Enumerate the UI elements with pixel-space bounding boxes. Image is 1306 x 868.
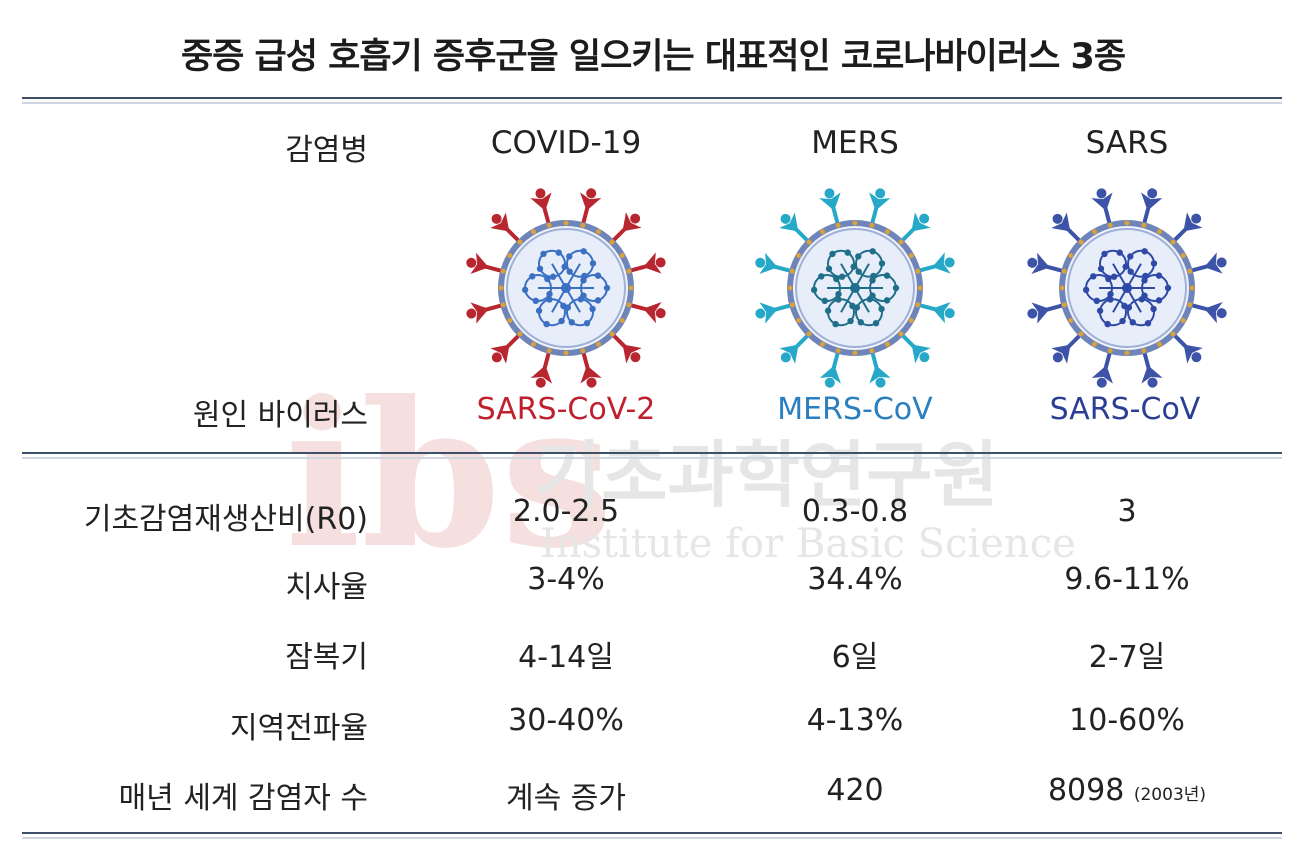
fatality-covid19: 3-4% — [527, 562, 605, 597]
cases-sars-value: 8098 — [1047, 773, 1125, 808]
disease-covid19: COVID-19 — [490, 125, 642, 161]
row-label-incubation: 잠복기 — [285, 640, 368, 675]
cases-sars: 8098 (2003년) — [987, 773, 1267, 808]
fatality-sars: 9.6-11% — [1064, 562, 1190, 597]
transmission-sars: 10-60% — [1069, 703, 1185, 738]
row-label-transmission: 지역전파율 — [230, 711, 368, 746]
cases-mers: 420 — [826, 773, 884, 808]
mers-cov-virus-illustration — [755, 188, 955, 388]
sars-cov-2-virus-illustration — [466, 188, 666, 388]
page-title: 중증 급성 호흡기 증후군을 일으키는 대표적인 코로나바이러스 3종 — [180, 37, 1126, 77]
row-label-cases: 매년 세계 감염자 수 — [118, 781, 368, 816]
transmission-mers: 4-13% — [806, 703, 904, 738]
fatality-mers: 34.4% — [807, 562, 903, 597]
virus-name-sars-cov: SARS-CoV — [1049, 392, 1201, 427]
row-label-virus: 원인 바이러스 — [192, 398, 368, 433]
r0-sars: 3 — [1117, 494, 1137, 529]
virus-name-sars-cov-2: SARS-CoV-2 — [476, 392, 656, 427]
cases-sars-note: (2003년) — [1133, 785, 1207, 805]
disease-sars: SARS — [1085, 125, 1169, 161]
virus-name-mers-cov: MERS-CoV — [777, 392, 933, 427]
r0-mers: 0.3-0.8 — [801, 494, 909, 529]
sars-cov-virus-illustration — [1027, 188, 1227, 388]
cases-covid19: 계속 증가 — [506, 781, 626, 816]
r0-covid19: 2.0-2.5 — [512, 494, 620, 529]
incubation-covid19: 4-14일 — [518, 640, 614, 675]
transmission-covid19: 30-40% — [508, 703, 624, 738]
incubation-mers: 6일 — [831, 640, 879, 675]
row-label-fatality: 치사율 — [285, 570, 368, 605]
row-label-disease: 감염병 — [285, 133, 368, 168]
disease-mers: MERS — [811, 125, 899, 161]
row-label-r0: 기초감염재생산비(R0) — [83, 502, 368, 537]
incubation-sars: 2-7일 — [1088, 640, 1166, 675]
